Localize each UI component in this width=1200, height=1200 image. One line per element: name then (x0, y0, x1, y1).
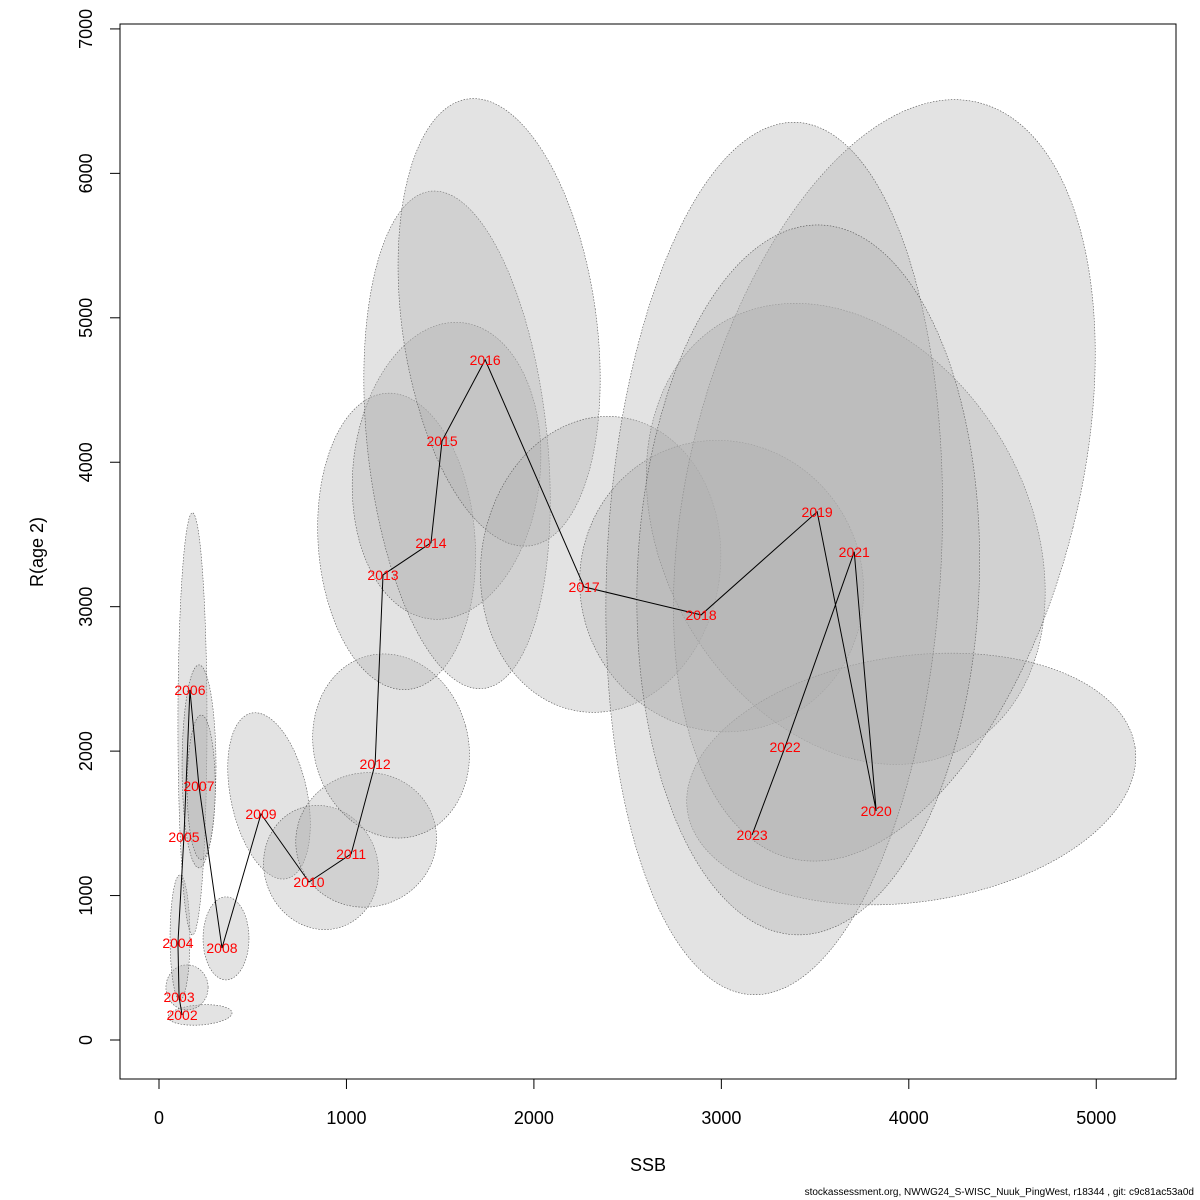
y-tick-label: 7000 (76, 9, 96, 49)
confidence-ellipse-2018 (579, 440, 864, 733)
year-label-2017: 2017 (569, 579, 600, 595)
x-axis: 0 1000 2000 3000 4000 5000 (154, 1078, 1116, 1128)
x-tick-label: 0 (154, 1108, 164, 1128)
y-axis: 0 1000 2000 3000 4000 5000 6000 7000 (76, 9, 120, 1045)
confidence-ellipse-2008 (202, 896, 250, 981)
confidence-ellipse-2014 (351, 322, 542, 620)
y-axis-label: R(age 2) (27, 517, 47, 587)
y-tick-label: 2000 (76, 731, 96, 771)
footer-credit: stockassessment.org, NWWG24_S-WISC_Nuuk_… (804, 1187, 1194, 1198)
confidence-ellipse-2005 (177, 512, 208, 936)
year-label-2003: 2003 (163, 989, 194, 1005)
year-label-2011: 2011 (336, 846, 366, 862)
year-label-2007: 2007 (183, 778, 214, 794)
year-label-2021: 2021 (839, 544, 870, 560)
y-tick-label: 0 (76, 1035, 96, 1045)
confidence-ellipse-2010 (263, 805, 379, 930)
confidence-ellipse-2019 (645, 303, 1046, 765)
y-tick-label: 5000 (76, 298, 96, 338)
confidence-ellipse-2009 (227, 712, 311, 880)
year-label-2013: 2013 (367, 567, 398, 583)
year-labels: 2002 2003 2004 2005 2006 2007 2008 2009 2010 2011… (162, 352, 892, 1023)
confidence-ellipse-2022 (605, 122, 943, 996)
confidence-ellipse-2013 (317, 392, 476, 690)
year-label-2018: 2018 (686, 607, 717, 623)
y-tick-label: 3000 (76, 587, 96, 627)
confidence-ellipse-2003 (165, 964, 209, 1011)
year-label-2020: 2020 (861, 803, 892, 819)
year-label-2005: 2005 (168, 829, 199, 845)
x-tick-label: 3000 (701, 1108, 741, 1128)
confidence-ellipse-2020 (686, 652, 1137, 906)
year-label-2010: 2010 (293, 874, 324, 890)
year-label-2009: 2009 (245, 806, 276, 822)
year-label-2004: 2004 (162, 935, 193, 951)
confidence-ellipse-2006 (181, 664, 217, 869)
year-label-2023: 2023 (737, 827, 768, 843)
confidence-ellipses (165, 98, 1137, 1026)
confidence-ellipse-2012 (312, 653, 470, 839)
y-tick-label: 4000 (76, 442, 96, 482)
year-label-2006: 2006 (174, 682, 205, 698)
confidence-ellipse-2017 (480, 416, 722, 713)
year-label-2008: 2008 (206, 940, 237, 956)
x-tick-label: 4000 (889, 1108, 929, 1128)
x-tick-label: 2000 (514, 1108, 554, 1128)
confidence-ellipse-2021 (673, 99, 1096, 862)
x-tick-label: 5000 (1076, 1108, 1116, 1128)
confidence-ellipse-2023 (636, 224, 980, 936)
year-label-2002: 2002 (166, 1007, 197, 1023)
y-tick-label: 6000 (76, 153, 96, 193)
confidence-ellipse-2011 (295, 772, 437, 908)
confidence-ellipse-2007 (186, 714, 216, 860)
year-label-2019: 2019 (802, 504, 833, 520)
year-label-2022: 2022 (770, 739, 801, 755)
year-label-2015: 2015 (426, 433, 457, 449)
year-label-2016: 2016 (470, 352, 501, 368)
year-label-2012: 2012 (360, 756, 391, 772)
year-label-2014: 2014 (415, 535, 446, 551)
y-tick-label: 1000 (76, 876, 96, 916)
x-tick-label: 1000 (326, 1108, 366, 1128)
x-axis-label: SSB (630, 1155, 666, 1175)
stock-recruit-trajectory (177, 358, 877, 1016)
